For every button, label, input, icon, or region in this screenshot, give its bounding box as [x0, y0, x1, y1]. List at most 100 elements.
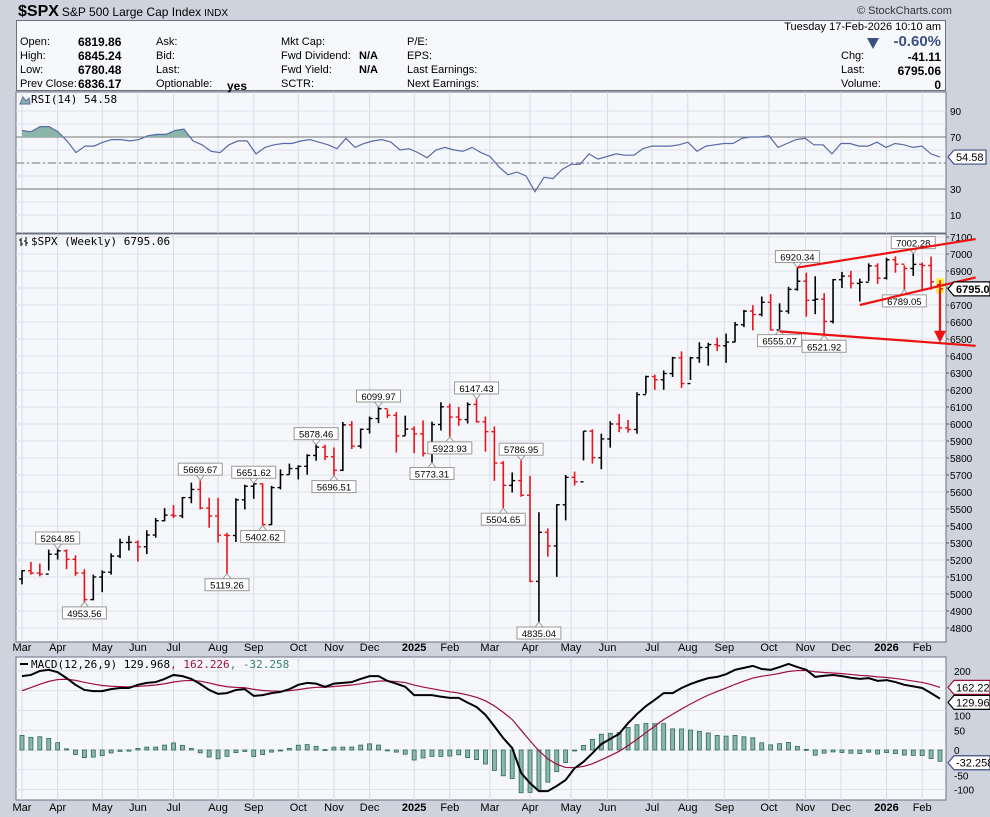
eps-label: EPS:: [407, 50, 433, 62]
month-label: Aug: [208, 642, 228, 654]
price-bar: [821, 293, 828, 336]
support-line: [779, 330, 976, 347]
macd-histogram-bar: [812, 749, 818, 756]
month-label: 2026: [874, 642, 898, 654]
macd-histogram-bar: [331, 746, 337, 751]
price-label-text: 4835.04: [522, 629, 556, 640]
macd-histogram-bar: [135, 747, 141, 751]
price-label-text: 5264.85: [40, 534, 74, 545]
fwd-dividend-label: Fwd Dividend:: [281, 50, 351, 62]
price-tick-label: 6000: [950, 420, 973, 431]
macd-histogram-bar: [803, 748, 809, 751]
macd-histogram-bar: [705, 732, 711, 751]
macd-histogram-bar: [242, 749, 248, 752]
price-label-text: 5786.95: [504, 445, 538, 456]
macd-histogram-bar: [679, 728, 684, 751]
price-bar: [838, 271, 845, 288]
price-label-text: 6521.92: [807, 342, 841, 353]
price-label: 5773.31: [409, 461, 455, 481]
price-label: 5651.62: [231, 465, 277, 485]
open-label: Open:: [20, 36, 50, 48]
month-label: Dec: [831, 802, 851, 814]
month-label: May: [92, 642, 113, 654]
label-box: [454, 381, 500, 395]
price-bar: [259, 483, 266, 526]
label-box: [311, 480, 357, 494]
label-pointer: [258, 524, 268, 531]
label-box: [240, 530, 286, 544]
month-label: Sep: [244, 642, 264, 654]
month-label: Aug: [208, 802, 228, 814]
pe-label: P/E:: [407, 36, 428, 48]
month-label: Aug: [678, 802, 698, 814]
macd-histogram-bar: [572, 749, 577, 752]
macd-tick-label: 200: [954, 667, 971, 678]
macd-histogram-bar: [625, 727, 631, 751]
low-value: 6780.48: [78, 63, 122, 77]
price-bar: [81, 569, 88, 602]
price-bar: [812, 276, 819, 315]
month-label: Sep: [715, 802, 735, 814]
macd-histogram-bar: [688, 729, 693, 751]
label-pointer: [329, 474, 339, 481]
price-bar: [678, 351, 685, 388]
macd-histogram-bar: [367, 743, 372, 751]
price-bar: [535, 512, 542, 623]
price-bar: [161, 508, 168, 522]
price-bar: [527, 475, 534, 583]
fwd-dividend-value: N/A: [359, 50, 378, 62]
month-label: Dec: [360, 642, 380, 654]
price-label: 6521.92: [801, 334, 847, 353]
label-pointer: [79, 601, 89, 608]
price-bar: [295, 465, 302, 480]
price-bar: [366, 416, 373, 434]
macd-histogram-bar: [376, 744, 381, 751]
month-label: Mar: [480, 802, 499, 814]
month-label: Jun: [129, 642, 147, 654]
price-label: 5669.67: [177, 462, 223, 481]
macd-histogram-bar: [893, 749, 898, 755]
macd-histogram-bar: [500, 749, 506, 777]
macd-tick-label: -50: [954, 772, 969, 783]
price-label: 4953.56: [61, 601, 107, 620]
month-label: Jun: [599, 802, 617, 814]
histogram-value-tag: -32.258: [947, 755, 990, 771]
copyright-link[interactable]: © StockCharts.com: [857, 5, 952, 17]
month-label: Mar: [13, 802, 32, 814]
price-label: 5923.93: [427, 436, 473, 455]
rsi-tick-label: 70: [950, 133, 962, 144]
macd-histogram-bar: [741, 736, 747, 751]
price-bar: [740, 309, 747, 328]
macd-tick-label: -100: [954, 786, 974, 797]
macd-histogram-bar: [545, 749, 551, 783]
month-label: May: [561, 802, 582, 814]
price-tick-label: 5900: [950, 437, 973, 448]
price-bar: [518, 460, 525, 497]
price-bar: [286, 463, 293, 476]
macd-panel: [15, 656, 947, 801]
macd-histogram-bar: [304, 744, 310, 751]
macd-histogram-bar: [117, 749, 123, 752]
price-bar: [232, 498, 239, 542]
month-label: Jun: [129, 802, 147, 814]
macd-histogram-bar: [447, 749, 453, 757]
price-bar: [562, 475, 569, 521]
price-label: 6555.07: [757, 328, 803, 348]
last-row: Last: 6795.06: [841, 64, 941, 78]
label-box: [480, 512, 526, 526]
macd-histogram-bar: [643, 723, 649, 751]
label-box: [757, 334, 803, 348]
fwd-yield-label: Fwd Yield:: [281, 64, 332, 76]
price-bar: [473, 398, 480, 423]
macd-histogram-bar: [233, 749, 239, 753]
price-label-text: 6099.97: [361, 392, 395, 403]
label-pointer: [53, 543, 63, 550]
month-label: Apr: [49, 642, 66, 654]
price-bar: [188, 482, 195, 504]
price-tick-label: 5800: [950, 454, 973, 465]
last-price-label: Last:: [841, 64, 865, 76]
month-label: 2026: [874, 802, 898, 814]
optionable-value: yes: [227, 79, 248, 93]
upper-channel: [797, 237, 976, 269]
mkt-cap-label: Mkt Cap:: [281, 36, 326, 48]
